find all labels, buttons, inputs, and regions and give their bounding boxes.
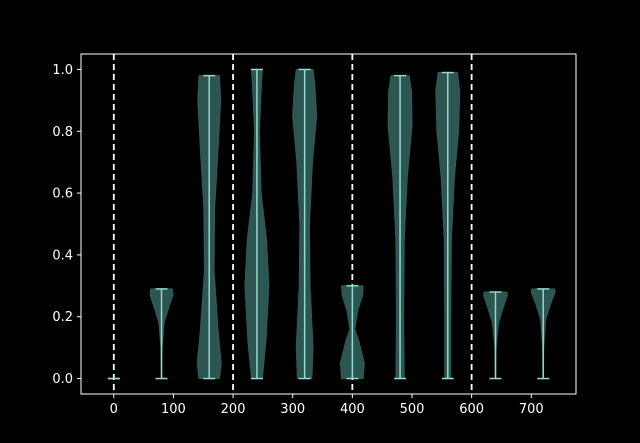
x-tick-label: 500 [400, 402, 425, 417]
x-tick-label: 0 [110, 402, 118, 417]
violin [292, 68, 318, 380]
violin [530, 288, 556, 380]
vertical-line-layer [112, 54, 473, 394]
violin [196, 74, 222, 380]
y-tick-label: 0.4 [52, 248, 73, 263]
y-tick-label: 1.0 [52, 63, 73, 78]
axes-frame [80, 53, 577, 395]
y-tick-label: 0.8 [52, 125, 73, 140]
y-tick-label: 0.2 [52, 310, 73, 325]
y-tick-label: 0.0 [52, 372, 73, 387]
violin [435, 71, 461, 380]
x-tick-label: 700 [519, 402, 544, 417]
violin [149, 288, 174, 380]
x-tick-label: 400 [340, 402, 365, 417]
violin [339, 285, 365, 380]
violin [244, 68, 270, 380]
y-tick-label: 0.6 [52, 187, 73, 202]
x-axis: 0 100 200 300 400 500 600 700 [110, 394, 544, 417]
violin [482, 291, 508, 380]
x-tick-label: 300 [280, 402, 305, 417]
y-axis: 0.0 0.2 0.4 0.6 0.8 1.0 [52, 63, 81, 387]
violin [387, 74, 413, 380]
x-tick-label: 200 [221, 402, 246, 417]
x-tick-label: 600 [459, 402, 484, 417]
x-tick-label: 100 [161, 402, 186, 417]
violin-layer [107, 68, 556, 380]
